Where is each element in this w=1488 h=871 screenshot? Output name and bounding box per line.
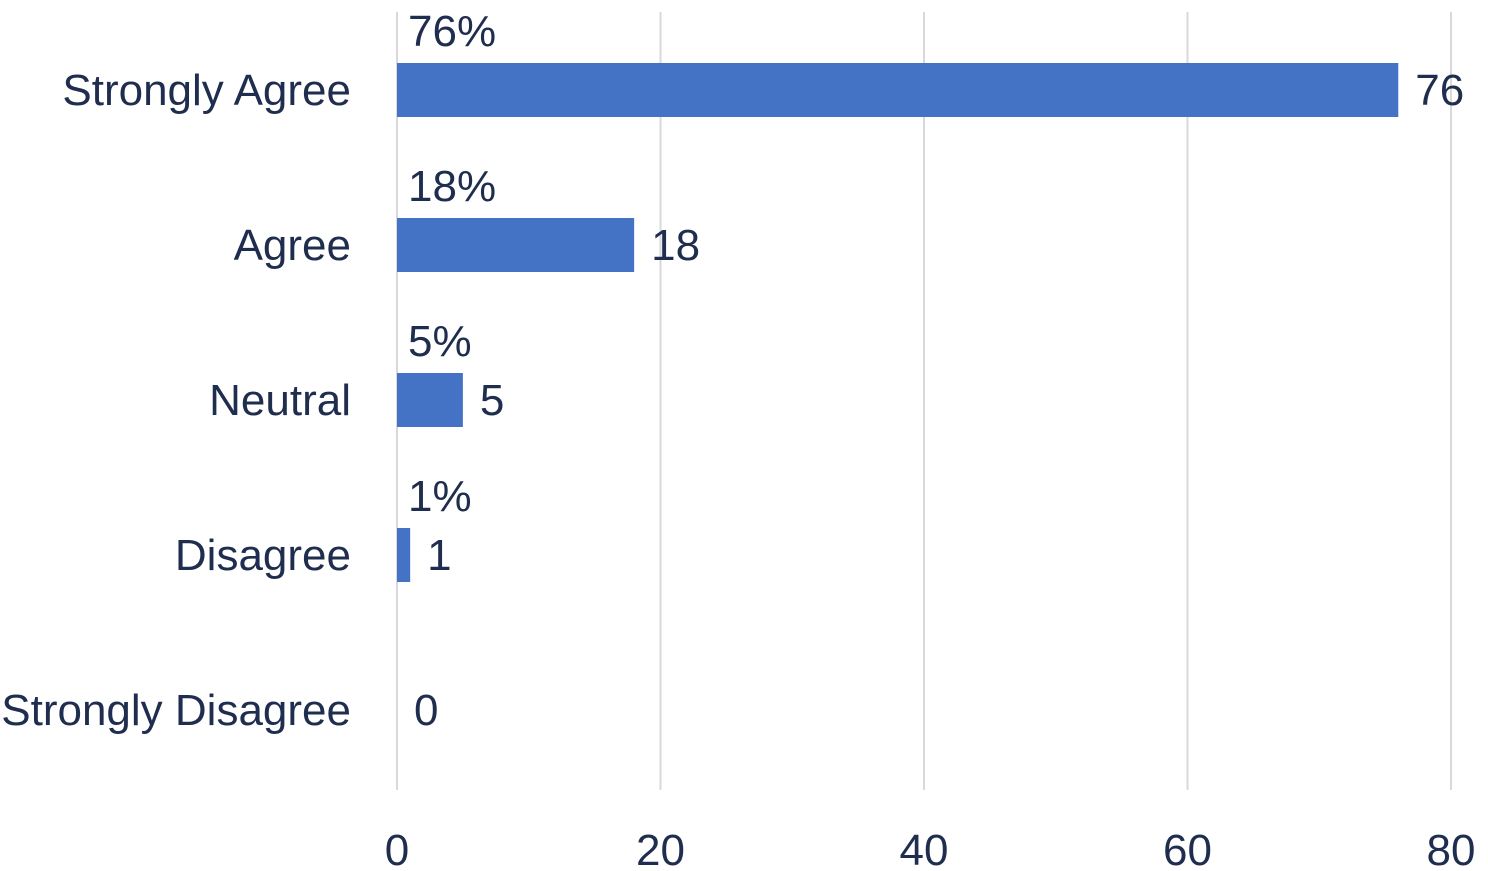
gridlines	[396, 12, 1452, 790]
value-label: 5	[480, 376, 504, 425]
bars	[397, 63, 1399, 582]
x-tick-label: 20	[636, 826, 685, 871]
x-tick-label: 80	[1427, 826, 1476, 871]
bar-strongly-agree	[397, 63, 1399, 117]
x-tick-label: 60	[1163, 826, 1212, 871]
value-label: 18	[651, 221, 700, 270]
category-label: Neutral	[209, 376, 351, 425]
percent-label: 1%	[408, 472, 472, 521]
category-label: Agree	[234, 221, 351, 270]
bar-disagree	[397, 528, 411, 582]
value-label: 0	[414, 686, 438, 735]
x-tick-label: 40	[900, 826, 949, 871]
x-tick-label: 0	[385, 826, 409, 871]
category-label: Strongly Agree	[62, 66, 351, 115]
value-label: 1	[427, 531, 451, 580]
labels: 0 20 40 60 80 Strongly Agree 76 76% Agree 18 18% Ne…	[1, 7, 1475, 871]
category-label: Disagree	[175, 531, 351, 580]
value-label: 76	[1415, 66, 1464, 115]
category-label: Strongly Disagree	[1, 686, 351, 735]
bar-agree	[397, 218, 635, 272]
percent-label: 5%	[408, 317, 472, 366]
bar-neutral	[397, 373, 463, 427]
percent-label: 18%	[408, 162, 496, 211]
percent-label: 76%	[408, 7, 496, 56]
